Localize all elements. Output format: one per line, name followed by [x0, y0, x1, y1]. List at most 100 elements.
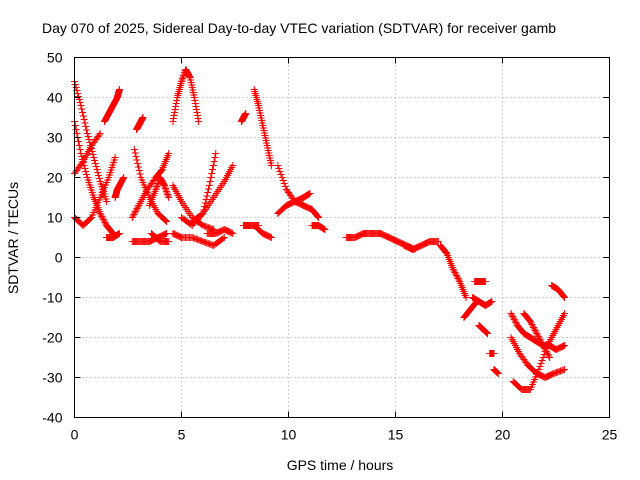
data-point — [94, 169, 102, 176]
series-arc-8 — [133, 114, 147, 133]
data-point — [84, 133, 92, 140]
data-point — [529, 322, 537, 330]
data-point — [99, 214, 107, 222]
data-point — [163, 218, 171, 225]
data-point — [194, 115, 202, 122]
data-point — [157, 167, 165, 174]
data-point — [481, 278, 489, 285]
data-point — [279, 177, 287, 184]
y-tick-label: 40 — [47, 90, 63, 106]
series-arc-25 — [274, 190, 314, 217]
data-point — [91, 160, 99, 167]
data-point — [96, 130, 104, 137]
data-point — [171, 109, 179, 116]
data-point — [531, 327, 539, 334]
data-point — [535, 334, 543, 342]
data-point — [162, 186, 170, 194]
data-point — [452, 272, 460, 279]
data-point — [75, 142, 83, 149]
data-point — [85, 136, 93, 143]
data-point — [208, 170, 216, 177]
data-point — [195, 118, 203, 125]
data-point — [128, 214, 136, 221]
data-point — [171, 106, 179, 113]
data-point — [190, 94, 198, 101]
data-point — [191, 100, 199, 107]
data-point — [72, 126, 80, 133]
data-point — [278, 174, 286, 181]
data-point — [543, 349, 551, 357]
data-point — [161, 217, 169, 224]
series-arc-20 — [237, 110, 250, 125]
data-point — [536, 363, 544, 370]
data-point — [103, 198, 111, 205]
data-point — [538, 339, 546, 346]
data-point — [74, 90, 82, 97]
data-point — [560, 293, 568, 300]
data-point — [101, 219, 109, 226]
series-arc-35 — [490, 366, 502, 377]
data-point — [98, 213, 106, 220]
data-point — [539, 354, 547, 361]
data-point — [99, 216, 107, 223]
data-point — [561, 310, 569, 317]
data-point — [120, 174, 128, 181]
data-point — [530, 325, 538, 333]
data-point — [202, 196, 210, 203]
y-tick-label: -40 — [42, 410, 62, 426]
data-point — [90, 154, 98, 161]
data-point — [455, 276, 463, 284]
data-point — [526, 318, 534, 325]
series-arc-4 — [71, 154, 119, 229]
data-point — [134, 163, 142, 171]
data-point — [75, 93, 83, 100]
data-point — [160, 182, 168, 189]
data-point — [281, 183, 289, 190]
series-arc-38 — [509, 310, 569, 393]
data-point — [152, 186, 160, 193]
data-point — [119, 175, 127, 182]
scatter-points — [71, 66, 569, 393]
data-point — [280, 180, 288, 187]
data-point — [95, 131, 103, 139]
data-point — [509, 314, 517, 322]
data-point — [535, 366, 543, 373]
data-point — [452, 270, 460, 278]
data-point — [561, 342, 569, 349]
data-point — [134, 160, 142, 167]
data-point — [209, 162, 217, 169]
y-tick-label: 50 — [47, 50, 63, 66]
data-point — [115, 86, 123, 93]
data-point — [172, 100, 180, 107]
data-point — [209, 166, 217, 173]
series-arc-5 — [100, 86, 123, 125]
x-tick-label: 5 — [178, 427, 186, 443]
data-point — [442, 249, 450, 256]
data-point — [81, 165, 89, 172]
data-point — [511, 317, 519, 325]
series-arc-30 — [460, 298, 481, 321]
data-point — [191, 97, 199, 104]
series-arc-32 — [469, 294, 496, 309]
data-point — [75, 138, 83, 145]
data-point — [173, 97, 181, 104]
data-point — [545, 352, 553, 360]
data-point — [512, 319, 520, 326]
data-point — [539, 342, 547, 349]
data-point — [93, 166, 101, 173]
data-point — [203, 192, 211, 200]
data-point — [534, 331, 542, 339]
data-point — [186, 73, 194, 80]
data-point — [267, 162, 275, 169]
series-arc-16 — [169, 230, 228, 249]
data-point — [537, 337, 545, 345]
data-point — [83, 130, 91, 137]
series-arc-7 — [111, 174, 128, 201]
data-point — [533, 330, 541, 337]
data-point — [210, 158, 218, 165]
data-point — [78, 105, 86, 113]
data-point — [163, 189, 171, 197]
data-point — [274, 162, 282, 169]
x-axis-label: GPS time / hours — [287, 457, 394, 473]
